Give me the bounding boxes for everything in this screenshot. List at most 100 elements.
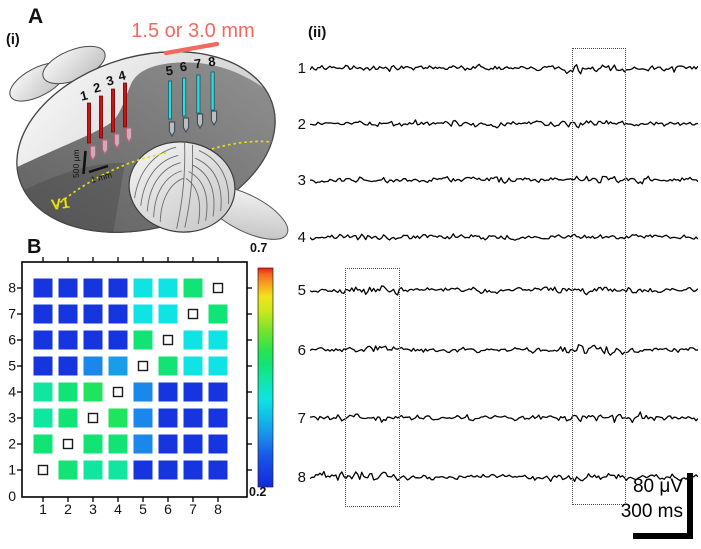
matrix-cell-r3c8 [208,408,228,428]
y-axis-label-3: 3 [8,410,16,426]
burst-highlight-box-right [572,48,626,505]
matrix-cell-r8c5 [133,278,153,298]
trace-row-6: 6 [290,328,700,372]
trace-label-7: 7 [297,409,306,427]
x-axis-label-6: 6 [164,501,172,517]
y-axis-label-6: 6 [8,332,16,348]
electrode-8-number: 8 [207,54,216,70]
voltage-scale-label: 80 μV [632,476,683,497]
colorbar-max-label: 0.7 [250,241,267,255]
correlation-matrix: 8 7 6 5 4 3 2 1 0 1 2 3 4 5 6 7 8 0.7 0.2 [8,241,274,517]
matrix-cell-r6c8 [208,330,228,350]
y-axis-label-1: 1 [8,462,16,478]
matrix-cell-r8c2 [58,278,78,298]
trace-row-2: 2 [290,102,700,146]
matrix-cell-r6c3 [83,330,103,350]
cyan-electrodes [167,71,215,120]
x-axis-label-4: 4 [114,501,122,517]
trace-waveform-1 [310,63,698,75]
matrix-cell-r7c3 [83,304,103,324]
trace-label-5: 5 [297,281,306,299]
matrix-cell-r2c8 [208,434,228,454]
electrode-1-number: 1 [79,87,90,103]
time-scale-label: 300 ms [620,501,683,522]
matrix-cell-r1c3 [83,460,103,480]
matrix-diagonal-marker-r1c1 [37,464,49,476]
trace-line-7 [310,411,698,424]
panel-aii-label: (ii) [308,24,327,41]
trace-waveform-3 [310,175,698,185]
trace-line-8 [310,470,698,483]
brain-schematic: V1 1 [0,5,290,248]
colorbar-min-label: 0.2 [249,485,266,499]
matrix-cell-r7c6 [158,304,178,324]
matrix-diagonal-marker-r6c6 [162,334,174,346]
trace-line-3 [310,175,698,185]
matrix-diagonal-marker-r8c8 [212,282,224,294]
distance-annotation-label: 1.5 or 3.0 mm [131,20,254,42]
trace-row-7: 7 [290,396,700,440]
matrix-cell-r8c6 [158,278,178,298]
matrix-cell-r1c2 [58,460,78,480]
matrix-cell-r6c7 [183,330,203,350]
matrix-cell-r4c7 [183,382,203,402]
matrix-cell-r8c3 [83,278,103,298]
matrix-cell-r5c8 [208,356,228,376]
matrix-cell-r5c6 [158,356,178,376]
x-axis-label-1: 1 [39,501,47,517]
matrix-cell-r5c7 [183,356,203,376]
matrix-diagonal-marker-r4c4 [112,386,124,398]
trace-label-3: 3 [297,171,306,189]
matrix-cell-r6c2 [58,330,78,350]
trace-label-1: 1 [297,59,306,77]
x-axis-label-5: 5 [139,501,147,517]
trace-line-1 [310,63,698,75]
matrix-cell-r7c2 [58,304,78,324]
x-axis-label-8: 8 [214,501,222,517]
electrode-4-number: 4 [117,67,128,83]
matrix-cell-r5c2 [58,356,78,376]
electrode-7-number: 7 [193,56,202,72]
matrix-cell-r4c3 [83,382,103,402]
matrix-cell-r7c8 [208,304,228,324]
trace-line-5 [310,285,698,296]
trace-row-3: 3 [290,158,700,202]
matrix-cell-r8c4 [108,278,128,298]
matrix-cell-r3c2 [58,408,78,428]
matrix-frame [21,261,248,498]
voltage-scale-bar [687,473,693,539]
trace-line-4 [310,233,698,241]
cerebellum-folds [134,143,230,229]
v1-boundary-dashed-line [55,140,273,207]
matrix-cell-r3c4 [108,408,128,428]
y-axis-label-4: 4 [8,384,16,400]
y-axis-label-2: 2 [8,436,16,452]
trace-waveform-5 [310,285,698,296]
trace-row-1: 1 [290,46,700,90]
matrix-cell-r8c7 [183,278,203,298]
electrode-2-number: 2 [92,79,103,95]
matrix-cell-r4c2 [58,382,78,402]
matrix-cell-r1c8 [208,460,228,480]
trace-row-4: 4 [290,215,700,259]
matrix-cell-r5c4 [108,356,128,376]
x-axis-label-7: 7 [189,501,197,517]
cerebellum [128,141,236,233]
red-electrodes [87,82,127,144]
panel-ai-label: (i) [6,32,20,48]
matrix-cell-r2c1 [33,434,53,454]
matrix-cell-r1c6 [158,460,178,480]
trace-line-2 [310,119,698,129]
x-axis-label-2: 2 [64,501,72,517]
trace-waveform-6 [310,344,698,356]
x-axis-label-3: 3 [89,501,97,517]
matrix-cell-r7c4 [108,304,128,324]
matrix-cell-r2c3 [83,434,103,454]
matrix-cell-r3c7 [183,408,203,428]
matrix-cell-r2c5 [133,434,153,454]
trace-row-8: 8 [290,455,700,499]
trace-label-4: 4 [297,228,306,246]
matrix-cell-r3c6 [158,408,178,428]
y-axis-label-0: 0 [8,488,16,504]
